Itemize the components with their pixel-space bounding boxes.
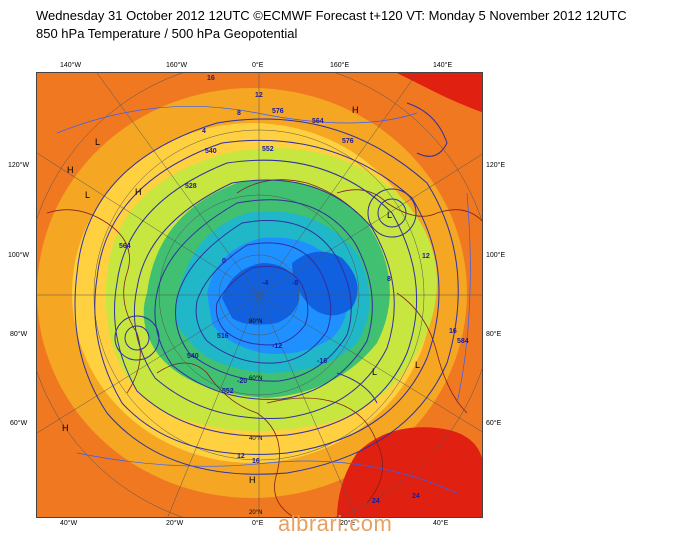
contour-label: -12 <box>272 343 282 350</box>
lon-label-120e: 120°E <box>486 162 506 169</box>
coastlines <box>46 179 482 517</box>
low-marker: L <box>372 367 377 377</box>
contour-label: 16 <box>252 458 260 465</box>
lon-label-120w: 120°W <box>8 162 30 169</box>
contour-label: 584 <box>457 338 469 345</box>
lon-label-20w: 20°W <box>166 520 184 527</box>
contour-label: 0 <box>222 258 226 265</box>
high-marker: H <box>62 423 69 433</box>
contour-labels: 16 12 8 4 0 -4 -8 -12 -16 -20 576 564 55… <box>119 75 469 505</box>
forecast-subtitle: 850 hPa Temperature / 500 hPa Geopotenti… <box>36 26 298 41</box>
geopotential-contours <box>74 102 459 475</box>
band-hot-ne <box>397 73 482 113</box>
contour-label: -8 <box>292 280 298 287</box>
high-marker: H <box>249 475 256 485</box>
contour-label: -4 <box>262 280 268 287</box>
lon-label-40e: 40°E <box>433 520 449 527</box>
contour-label: 4 <box>202 128 206 135</box>
lat-20n: 20°N <box>249 510 262 516</box>
contour-label: 16 <box>449 328 457 335</box>
contour-label: 564 <box>312 118 324 125</box>
forecast-map: 140°W 160°W 16 12 8 4 0 -4 -8 -12 -16 -2… <box>36 72 483 518</box>
pressure-centers: H H H L L L H L H L <box>62 105 420 485</box>
lon-label-60w: 60°W <box>10 420 28 427</box>
forecast-title: Wednesday 31 October 2012 12UTC ©ECMWF F… <box>36 8 627 23</box>
low-marker: L <box>85 190 90 200</box>
contour-label: 24 <box>372 498 380 505</box>
contour-label: 540 <box>205 148 217 155</box>
contour-label: 16 <box>207 75 215 82</box>
lon-label-20e: 20°E <box>340 520 356 527</box>
map-canvas: 140°W 160°W 16 12 8 4 0 -4 -8 -12 -16 -2… <box>37 73 482 517</box>
watermark: albrari.com <box>278 511 393 536</box>
graticule <box>37 73 482 517</box>
contour-label: 576 <box>342 138 354 145</box>
temperature-isotherms <box>56 105 471 494</box>
high-marker: H <box>352 105 359 115</box>
contour-label: 552 <box>262 146 274 153</box>
contour-label: 516 <box>217 333 229 340</box>
contour-label: 24 <box>412 493 420 500</box>
high-marker: H <box>135 187 142 197</box>
lon-label-160w: 160°W <box>166 62 188 69</box>
contour-label: 576 <box>272 108 284 115</box>
contour-label: 540 <box>187 353 199 360</box>
lon-label-140w: 140°W <box>60 62 82 69</box>
lon-label-60e: 60°E <box>486 420 502 427</box>
lon-label-160e: 160°E <box>330 62 350 69</box>
contour-label: 552 <box>222 388 234 395</box>
contour-label: -20 <box>237 378 247 385</box>
low-marker: L <box>415 360 420 370</box>
contour-label: 12 <box>237 453 245 460</box>
contour-label: 564 <box>119 243 131 250</box>
lon-label-100e: 100°E <box>486 252 506 259</box>
lon-label-0e-top: 0°E <box>252 62 264 69</box>
lon-label-80w: 80°W <box>10 331 28 338</box>
lon-label-100w: 100°W <box>8 252 30 259</box>
low-marker: L <box>387 210 392 220</box>
contour-label: 12 <box>422 253 430 260</box>
band-very-cold-2 <box>292 251 358 316</box>
high-marker: H <box>67 165 74 175</box>
lat-80n: 80°N <box>249 319 262 325</box>
lon-label-80e: 80°E <box>486 331 502 338</box>
contour-label: 528 <box>185 183 197 190</box>
low-marker: L <box>95 137 100 147</box>
lon-label-0e-bottom: 0°E <box>252 520 264 527</box>
contour-label: 8 <box>237 110 241 117</box>
latitude-labels: 80°N 60°N 40°N 20°N <box>249 319 262 516</box>
lon-label-140e: 140°E <box>433 62 453 69</box>
lon-label-40w: 40°W <box>60 520 78 527</box>
contour-label: 12 <box>255 92 263 99</box>
contour-label: -16 <box>317 358 327 365</box>
contour-label: 8 <box>387 276 391 283</box>
lat-40n: 40°N <box>249 436 262 442</box>
lat-60n: 60°N <box>249 376 262 382</box>
